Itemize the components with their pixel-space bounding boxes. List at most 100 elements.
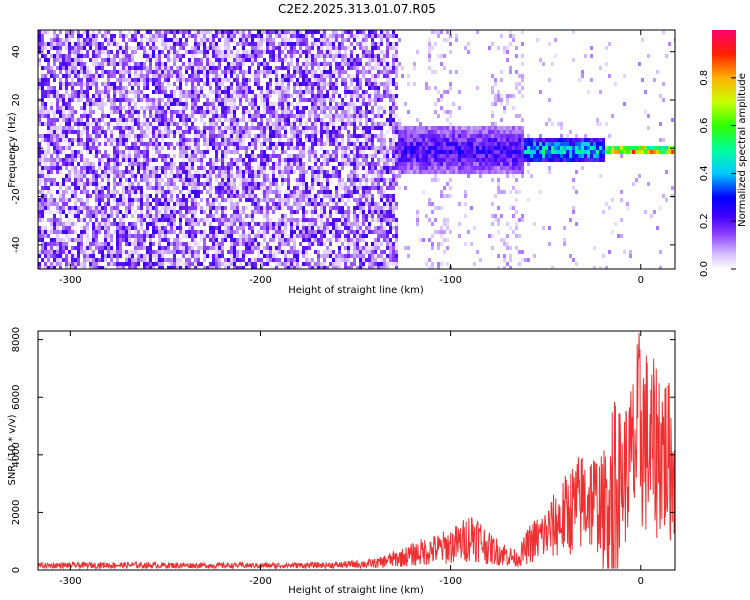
spectrogram-cell bbox=[74, 82, 77, 86]
spectrogram-cell bbox=[107, 138, 110, 142]
spectrogram-cell bbox=[233, 94, 236, 98]
spectrogram-cell bbox=[272, 66, 275, 70]
spectrogram-cell bbox=[116, 254, 119, 258]
spectrogram-cell bbox=[296, 206, 299, 210]
spectrogram-cell bbox=[278, 246, 281, 250]
spectrogram-cell bbox=[146, 98, 149, 102]
spectrogram-cell bbox=[272, 238, 275, 242]
spectrogram-cell bbox=[239, 266, 242, 269]
spectrogram-cell bbox=[92, 210, 95, 214]
spectrogram-cell bbox=[290, 46, 293, 50]
spectrogram-cell bbox=[326, 42, 329, 46]
spectrogram-cell bbox=[353, 90, 356, 94]
spectrogram-cell bbox=[260, 250, 263, 254]
spectrogram-cell bbox=[152, 262, 155, 266]
spectrogram-cell bbox=[170, 58, 173, 62]
spectrogram-cell bbox=[62, 182, 65, 186]
spectrogram-cell bbox=[83, 106, 86, 110]
spectrogram-cell bbox=[86, 134, 89, 138]
spectrogram-cell bbox=[356, 34, 359, 38]
spectrogram-cell bbox=[359, 154, 362, 158]
spectrogram-cell bbox=[293, 118, 296, 122]
spectrogram-cell bbox=[191, 246, 194, 250]
spectrogram-cell bbox=[317, 46, 320, 50]
spectrogram-cell bbox=[284, 202, 287, 206]
spectrogram-cell bbox=[320, 46, 323, 50]
spectrogram-cell bbox=[278, 122, 281, 126]
spectrogram-cell bbox=[137, 230, 140, 234]
spectrogram-cell bbox=[149, 166, 152, 170]
spectrogram-cell bbox=[185, 30, 188, 34]
spectrogram-cell bbox=[158, 126, 161, 130]
spectrogram-cell bbox=[209, 194, 212, 198]
spectrogram-cell bbox=[41, 230, 44, 234]
spectrogram-cell bbox=[260, 174, 263, 178]
spectrogram-cell bbox=[326, 266, 329, 269]
spectrogram-cell bbox=[158, 82, 161, 86]
spectrogram-cell bbox=[233, 146, 236, 150]
spectrogram-cell bbox=[269, 198, 272, 202]
spectrogram-cell bbox=[104, 186, 107, 190]
spectrogram-cell bbox=[245, 222, 248, 226]
spectrogram-cell bbox=[323, 266, 326, 269]
spectrogram-cell bbox=[92, 74, 95, 78]
spectrogram-cell bbox=[335, 90, 338, 94]
spectrogram-cell bbox=[185, 114, 188, 118]
spectrogram-cell bbox=[251, 154, 254, 158]
spectrogram-cell bbox=[194, 110, 197, 114]
spectrogram-cell bbox=[47, 146, 50, 150]
spectrogram-cell bbox=[347, 198, 350, 202]
spectrogram-cell bbox=[239, 254, 242, 258]
spectrogram-cell bbox=[344, 262, 347, 266]
spectrogram-cell bbox=[218, 186, 221, 190]
spectrogram-cell bbox=[257, 258, 260, 262]
spectrogram-cell bbox=[38, 170, 41, 174]
spectrogram-cell bbox=[41, 42, 44, 46]
spectrogram-cell bbox=[116, 90, 119, 94]
spectrogram-cell bbox=[68, 158, 71, 162]
spectrogram-cell bbox=[152, 42, 155, 46]
spectrogram-cell bbox=[110, 86, 113, 90]
spectrogram-cell bbox=[89, 110, 92, 114]
spectrogram-cell bbox=[368, 58, 371, 62]
spectrogram-cell bbox=[362, 266, 365, 269]
spectrogram-cell bbox=[317, 202, 320, 206]
spectrogram-cell bbox=[260, 70, 263, 74]
spectrogram-cell bbox=[113, 42, 116, 46]
spectrogram-cell bbox=[107, 122, 110, 126]
spectrogram-cell bbox=[122, 218, 125, 222]
spectrogram-cell bbox=[338, 42, 341, 46]
spectrogram-cell bbox=[215, 118, 218, 122]
spectrogram-cell bbox=[365, 102, 368, 106]
spectrogram-cell bbox=[293, 82, 296, 86]
spectrogram-cell bbox=[149, 34, 152, 38]
spectrogram-cell bbox=[68, 70, 71, 74]
spectrogram-cell bbox=[251, 250, 254, 254]
spectrogram-cell bbox=[65, 46, 68, 50]
spectrogram-cell bbox=[143, 34, 146, 38]
spectrogram-cell bbox=[149, 266, 152, 269]
spectrogram-cell bbox=[272, 30, 275, 34]
spectrogram-cell bbox=[185, 90, 188, 94]
spectrogram-cell bbox=[173, 202, 176, 206]
spectrogram-cell bbox=[65, 254, 68, 258]
spectrogram-cell bbox=[149, 130, 152, 134]
spectrogram-cell bbox=[155, 110, 158, 114]
spectrogram-cell bbox=[191, 262, 194, 266]
spectrogram-cell bbox=[218, 174, 221, 178]
spectrogram-cell bbox=[116, 162, 119, 166]
spectrogram-cell bbox=[44, 178, 47, 182]
spectrogram-cell bbox=[116, 126, 119, 130]
spectrogram-cell bbox=[65, 250, 68, 254]
spectrogram-cell bbox=[188, 162, 191, 166]
spectrogram-cell bbox=[62, 98, 65, 102]
spectrogram-cell bbox=[362, 214, 365, 218]
spectrogram-cell bbox=[89, 82, 92, 86]
spectrogram-cell bbox=[164, 210, 167, 214]
spectrogram-cell bbox=[350, 178, 353, 182]
spectrogram-cell bbox=[125, 142, 128, 146]
spectrogram-cell bbox=[134, 194, 137, 198]
spectrogram-cell bbox=[203, 50, 206, 54]
spectrogram-cell bbox=[290, 30, 293, 34]
spectrogram-cell bbox=[119, 78, 122, 82]
